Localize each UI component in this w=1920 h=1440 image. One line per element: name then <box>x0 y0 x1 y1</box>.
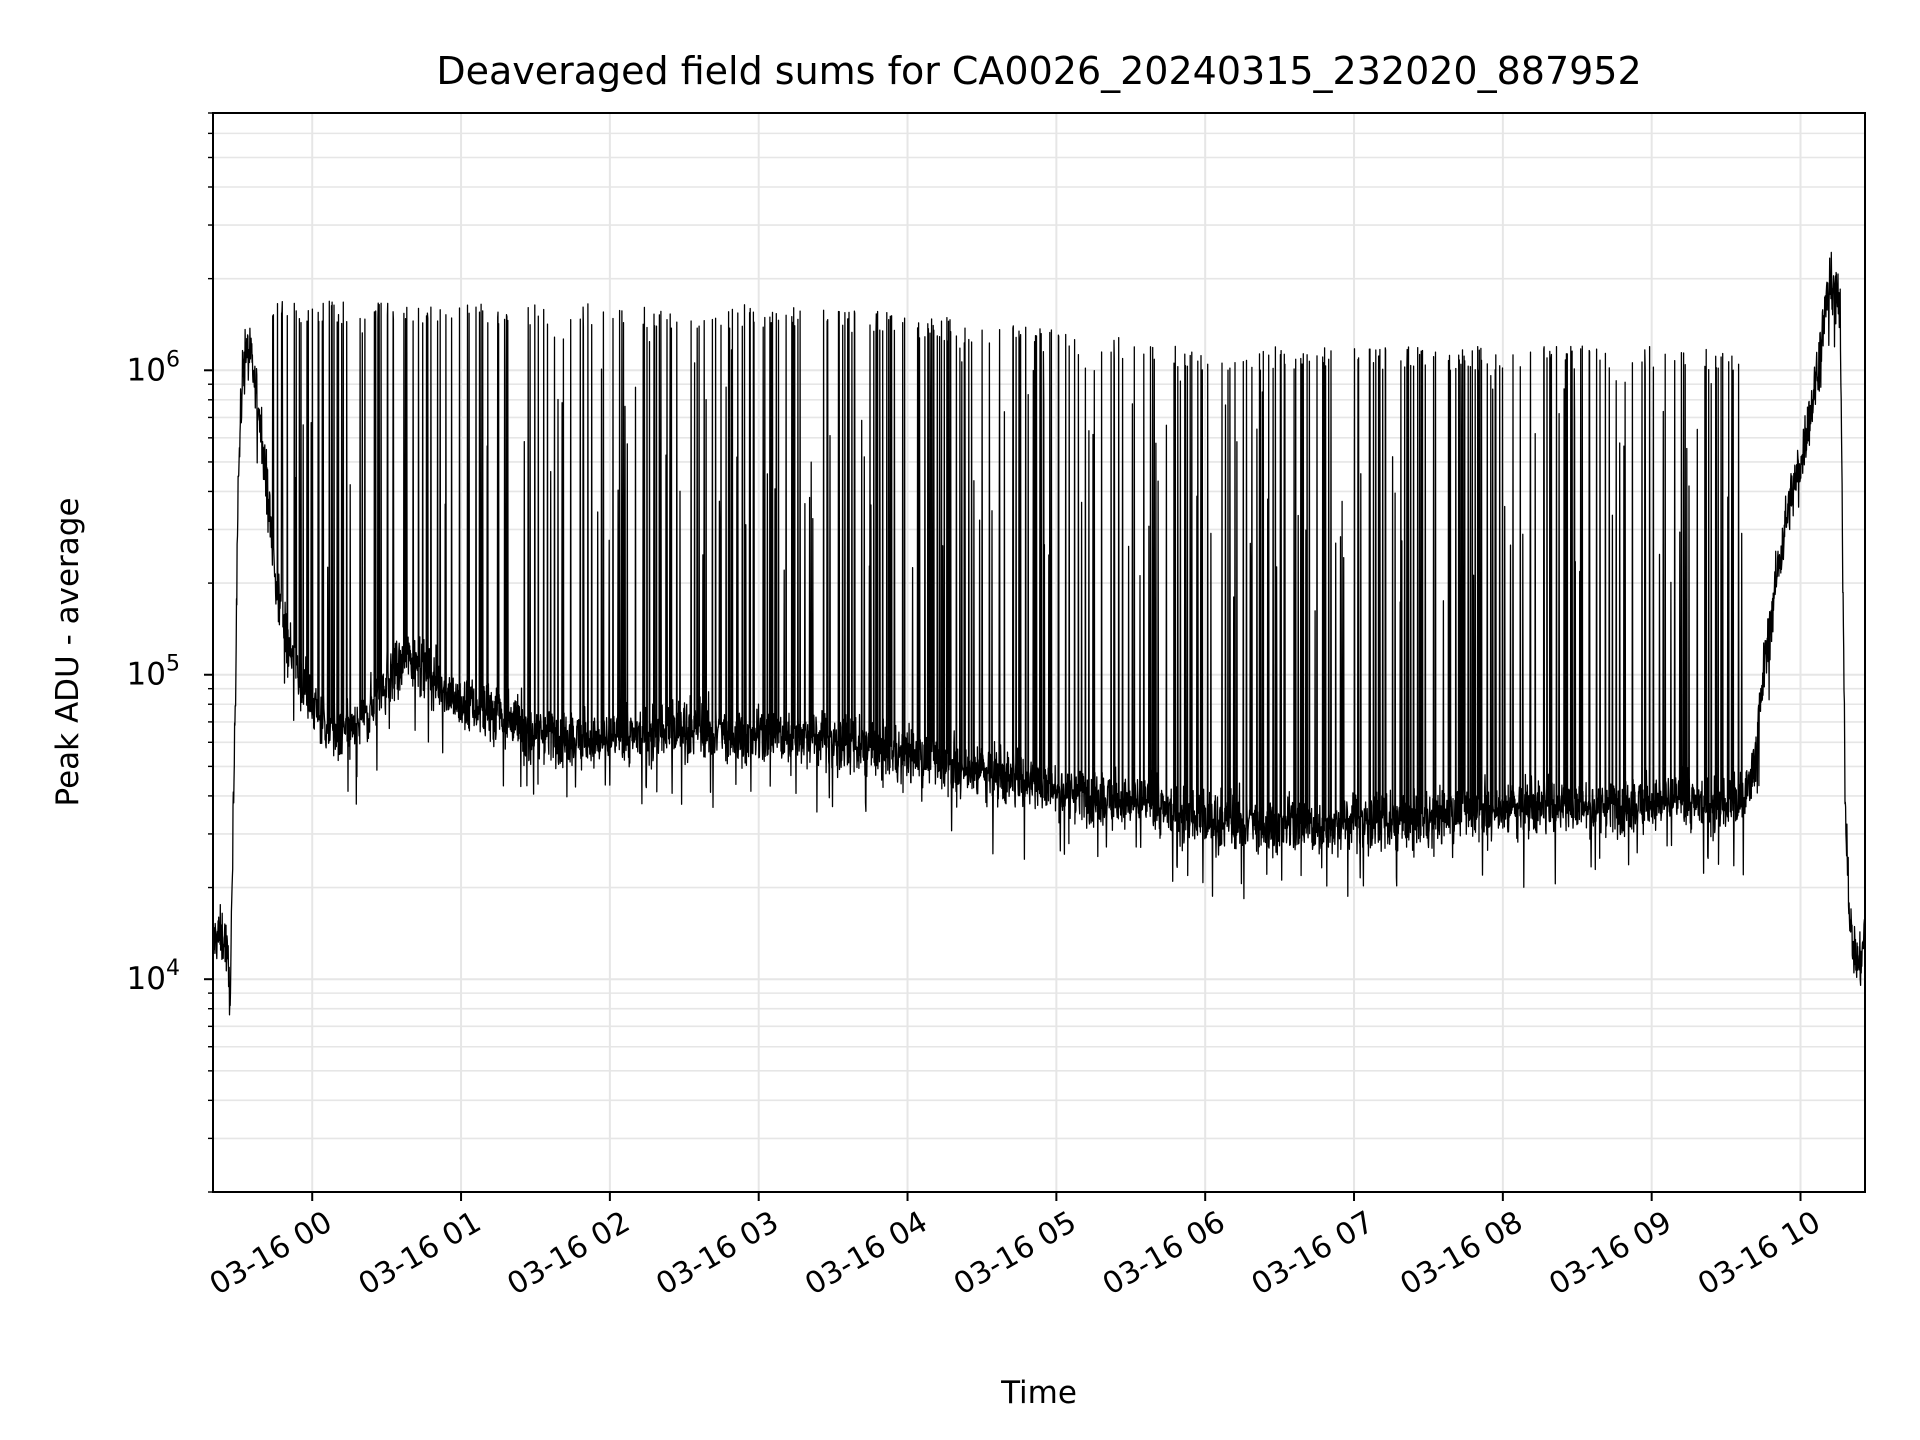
y-tick-label: 105 <box>127 652 180 693</box>
y-tick-labels: 104 105 106 <box>127 347 180 997</box>
y-tick-label: 104 <box>127 956 180 997</box>
x-axis-label: Time <box>1000 1375 1077 1411</box>
series-layer <box>213 251 1865 1016</box>
y-tick-label: 106 <box>127 347 180 388</box>
plot-frame <box>212 112 1866 1193</box>
tick-marks <box>204 112 1802 1201</box>
chart-title: Deaveraged field sums for CA0026_2024031… <box>436 49 1641 93</box>
y-axis-label: Peak ADU - average <box>50 497 86 806</box>
series-line <box>213 251 1865 1016</box>
